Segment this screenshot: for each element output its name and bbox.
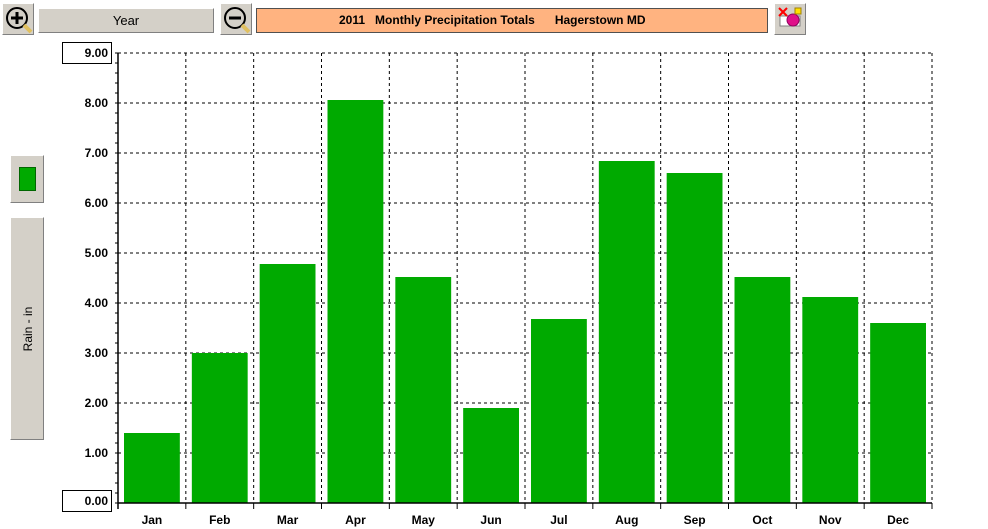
print-button[interactable] bbox=[774, 3, 806, 35]
x-tick-label: Nov bbox=[819, 513, 842, 527]
legend-toggle-button[interactable] bbox=[10, 155, 44, 203]
x-tick-label: Apr bbox=[345, 513, 366, 527]
x-tick-label: Jun bbox=[480, 513, 501, 527]
x-tick-label: Jan bbox=[142, 513, 163, 527]
bar-apr bbox=[327, 100, 384, 503]
y-tick-label: 3.00 bbox=[85, 346, 109, 360]
bar-mar bbox=[259, 264, 316, 503]
zoom-out-icon bbox=[224, 7, 251, 34]
x-tick-label: Mar bbox=[277, 513, 299, 527]
x-tick-label: Aug bbox=[615, 513, 638, 527]
x-tick-label: Dec bbox=[887, 513, 909, 527]
zoom-in-button[interactable] bbox=[2, 3, 34, 35]
bar-jul bbox=[531, 319, 587, 503]
y-tick-label: 2.00 bbox=[85, 396, 109, 410]
y-tick-label: 7.00 bbox=[85, 146, 109, 160]
zoom-in-icon bbox=[6, 7, 33, 34]
chart-title: 2011 Monthly Precipitation Totals Hagers… bbox=[256, 8, 768, 33]
bar-sep bbox=[666, 173, 723, 503]
y-axis-units-button[interactable]: Rain - in bbox=[10, 217, 44, 440]
bar-feb bbox=[191, 353, 248, 503]
y-axis-max-input[interactable]: 9.00 bbox=[62, 42, 112, 64]
y-tick-label: 6.00 bbox=[85, 196, 109, 210]
bar-aug bbox=[598, 161, 655, 503]
zoom-out-button[interactable] bbox=[220, 3, 252, 35]
x-tick-label: Sep bbox=[684, 513, 706, 527]
bar-nov bbox=[802, 297, 859, 503]
y-tick-label: 8.00 bbox=[85, 96, 109, 110]
y-tick-label: 5.00 bbox=[85, 246, 109, 260]
bar-jan bbox=[124, 433, 180, 503]
y-axis-min-input[interactable]: 0.00 bbox=[62, 490, 112, 512]
period-selector[interactable]: Year bbox=[38, 8, 214, 33]
bar-may bbox=[395, 277, 452, 503]
y-tick-label: 4.00 bbox=[85, 296, 109, 310]
bar-oct bbox=[734, 277, 791, 503]
bar-jun bbox=[463, 408, 519, 503]
x-tick-label: Feb bbox=[209, 513, 230, 527]
bar-dec bbox=[870, 323, 926, 503]
y-tick-label: 1.00 bbox=[85, 446, 109, 460]
x-tick-label: May bbox=[412, 513, 436, 527]
x-tick-label: Jul bbox=[550, 513, 567, 527]
x-tick-label: Oct bbox=[752, 513, 772, 527]
series-color-swatch bbox=[19, 167, 36, 191]
print-icon bbox=[778, 7, 802, 27]
